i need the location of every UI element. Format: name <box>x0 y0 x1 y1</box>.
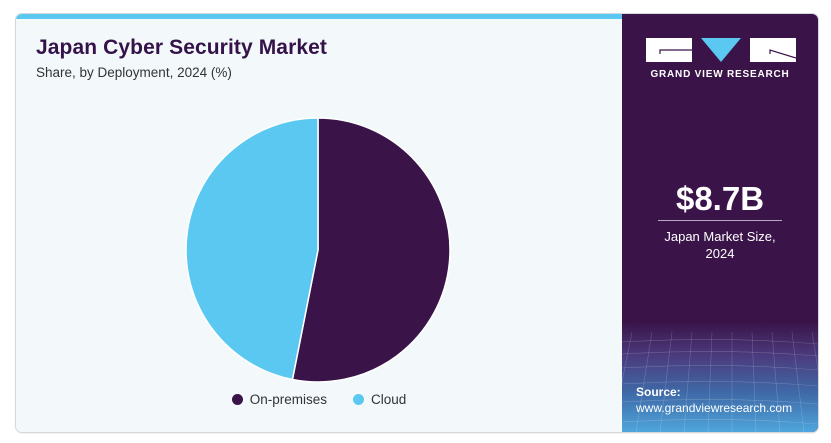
legend-swatch-cloud <box>353 394 364 405</box>
stat-divider <box>658 220 782 221</box>
legend-swatch-on-premises <box>231 394 243 405</box>
legend-label-on-premises: On-premises <box>249 392 327 407</box>
wireframe-grid-icon <box>622 331 818 432</box>
pie-slice-on-premises <box>291 117 451 383</box>
market-size-value: $8.7B <box>675 180 765 217</box>
market-size-label-line2: 2024 <box>705 246 735 261</box>
chart-subtitle: Share, by Deployment, 2024 (%) <box>36 65 232 80</box>
chart-panel: Japan Cyber Security Market Share, by De… <box>16 14 622 432</box>
brand-name: GRAND VIEW RESEARCH <box>650 69 790 80</box>
market-size-label-line1: Japan Market Size, <box>664 229 776 244</box>
market-size-label: Japan Market Size, 2024 <box>622 228 818 262</box>
accent-bar <box>16 14 622 19</box>
pie-chart <box>185 117 451 383</box>
chart-card: Japan Cyber Security Market Share, by De… <box>16 14 818 432</box>
source-label: Source: <box>636 385 681 399</box>
legend-item-cloud: Cloud <box>353 392 406 407</box>
decorative-grid-background <box>622 322 818 432</box>
legend-label-cloud: Cloud <box>371 392 407 407</box>
source-url[interactable]: www.grandviewresearch.com <box>636 401 793 415</box>
legend: On-premises Cloud <box>16 392 622 407</box>
legend-item-on-premises: On-premises <box>231 392 327 407</box>
brand-panel: GRAND VIEW RESEARCH $8.7B Japan Market S… <box>622 14 818 432</box>
source-note: Source: www.grandviewresearch.com <box>636 384 792 416</box>
pie-slice-cloud <box>185 117 319 381</box>
grand-view-research-logo-icon <box>646 38 796 62</box>
chart-title: Japan Cyber Security Market <box>36 36 327 59</box>
